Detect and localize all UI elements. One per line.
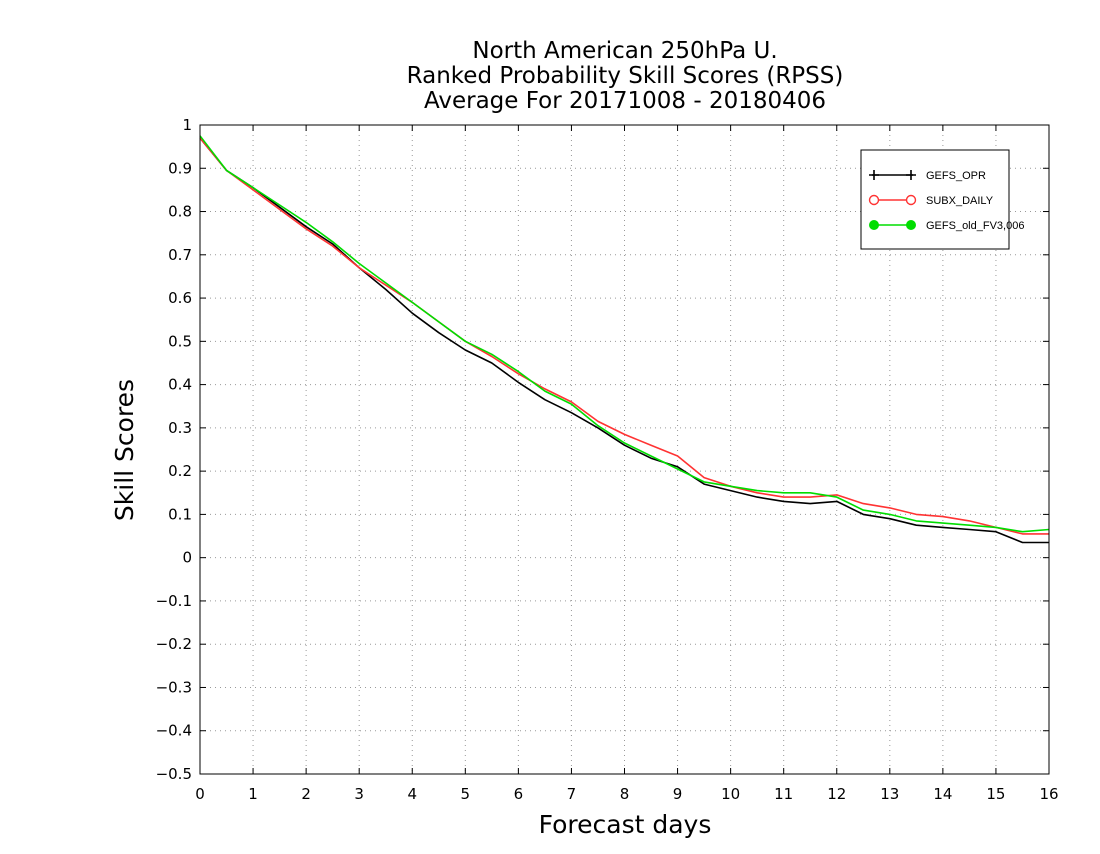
y-tick-label: 0.4 xyxy=(168,376,192,394)
legend-marker-filled-circle xyxy=(906,220,916,230)
legend-label: GEFS_OPR xyxy=(926,170,986,182)
y-tick-label: 0 xyxy=(182,549,192,567)
x-tick-label: 13 xyxy=(880,785,899,803)
y-tick-label: −0.4 xyxy=(156,722,192,740)
x-tick-label: 5 xyxy=(461,785,471,803)
x-tick-label: 4 xyxy=(407,785,417,803)
y-tick-label: 0.3 xyxy=(168,419,192,437)
y-tick-label: 0.1 xyxy=(168,505,192,523)
x-tick-label: 6 xyxy=(514,785,524,803)
y-tick-label: −0.5 xyxy=(156,765,192,783)
x-tick-label: 14 xyxy=(933,785,952,803)
title-line-2: Ranked Probability Skill Scores (RPSS) xyxy=(407,63,844,89)
y-tick-label: −0.2 xyxy=(156,635,192,653)
x-axis-title: Forecast days xyxy=(539,810,712,839)
series-lines xyxy=(199,135,1050,544)
y-axis-ticks: −0.5 −0.4 −0.3 −0.2 −0.1 0 0.1 0.2 0.3 0.4 0.5 0.6 0… xyxy=(156,116,1049,783)
series-line-0 xyxy=(199,137,1049,544)
y-tick-label: 0.8 xyxy=(168,203,192,221)
plot-frame xyxy=(199,124,1050,775)
x-tick-label: 0 xyxy=(195,785,205,803)
x-tick-label: 8 xyxy=(620,785,630,803)
chart-title: North American 250hPa U. Ranked Probabil… xyxy=(407,38,844,114)
x-tick-label: 2 xyxy=(301,785,311,803)
legend-label: SUBX_DAILY xyxy=(926,195,994,207)
y-tick-label: 0.6 xyxy=(168,289,192,307)
y-tick-label: 0.2 xyxy=(168,462,192,480)
x-tick-label: 11 xyxy=(774,785,793,803)
y-tick-label: 0.7 xyxy=(168,246,192,264)
x-tick-label: 9 xyxy=(673,785,683,803)
x-tick-label: 12 xyxy=(827,785,846,803)
grid-lines xyxy=(200,125,1049,774)
legend: GEFS_OPR SUBX_DAILY GEFS_old_FV3,006 xyxy=(860,149,1024,250)
x-tick-label: 15 xyxy=(986,785,1005,803)
legend-label: GEFS_old_FV3,006 xyxy=(926,220,1024,232)
legend-marker-plus xyxy=(906,170,916,180)
y-tick-label: 0.5 xyxy=(168,332,192,350)
legend-marker-filled-circle xyxy=(869,220,879,230)
title-line-3: Average For 20171008 - 20180406 xyxy=(424,88,826,114)
series-line-2 xyxy=(199,135,1050,533)
x-tick-label: 16 xyxy=(1039,785,1058,803)
y-axis-title: Skill Scores xyxy=(110,379,139,521)
x-tick-label: 10 xyxy=(721,785,740,803)
legend-marker-plus xyxy=(869,170,879,180)
y-tick-label: −0.1 xyxy=(156,592,192,610)
legend-marker-open-circle xyxy=(905,194,917,206)
y-tick-label: 1 xyxy=(182,116,192,134)
x-axis-ticks: 0 1 2 3 4 5 6 7 8 9 10 11 12 13 14 15 16 xyxy=(195,125,1059,803)
legend-marker-open-circle xyxy=(868,194,880,206)
x-tick-label: 7 xyxy=(567,785,577,803)
y-tick-label: −0.3 xyxy=(156,678,192,696)
x-tick-label: 3 xyxy=(354,785,364,803)
series-line-1 xyxy=(199,137,1049,535)
y-tick-label: 0.9 xyxy=(168,159,192,177)
title-line-1: North American 250hPa U. xyxy=(472,38,777,64)
x-tick-label: 1 xyxy=(248,785,258,803)
